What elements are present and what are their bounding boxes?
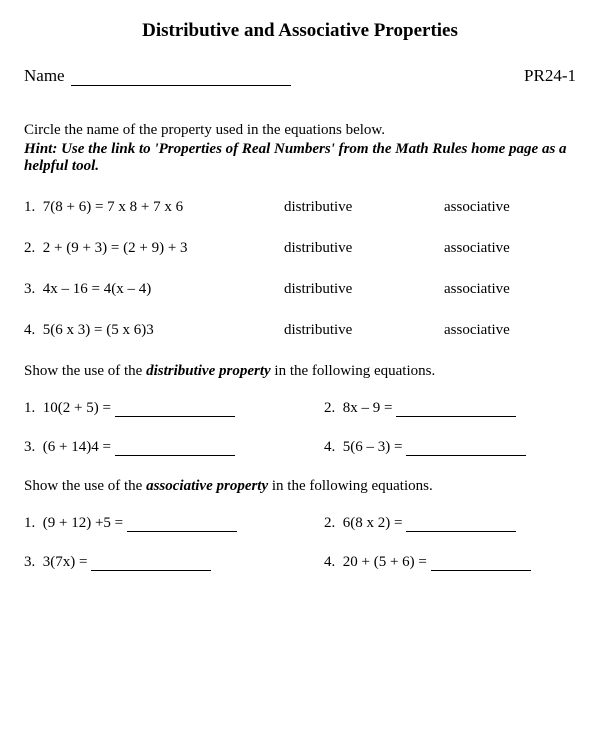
prompt-post: in the following equations.	[271, 363, 436, 379]
equation-text: (9 + 12) +5 =	[43, 515, 123, 532]
fill-item: 3. (6 + 14)4 =	[24, 439, 324, 456]
question-number: 1.	[24, 400, 35, 417]
fill-item: 3. 3(7x) =	[24, 554, 324, 571]
fill-row: 3. 3(7x) = 4. 20 + (5 + 6) =	[24, 554, 576, 571]
fill-item: 2. 6(8 x 2) =	[324, 515, 516, 532]
equation-text: 6(8 x 2) =	[343, 515, 403, 532]
question-number: 2.	[324, 400, 335, 417]
instructions-text: Circle the name of the property used in …	[24, 122, 576, 139]
question-number: 1.	[24, 515, 35, 532]
choice-distributive[interactable]: distributive	[284, 240, 444, 257]
hint-text: Hint: Use the link to 'Properties of Rea…	[24, 141, 576, 175]
answer-blank[interactable]	[115, 455, 235, 456]
choice-distributive[interactable]: distributive	[284, 281, 444, 298]
question-equation: 3. 4x – 16 = 4(x – 4)	[24, 281, 284, 298]
question-equation: 2. 2 + (9 + 3) = (2 + 9) + 3	[24, 240, 284, 257]
question-equation: 4. 5(6 x 3) = (5 x 6)3	[24, 322, 284, 339]
fill-row: 3. (6 + 14)4 = 4. 5(6 – 3) =	[24, 439, 576, 456]
equation-text: 4x – 16 = 4(x – 4)	[43, 281, 151, 297]
answer-blank[interactable]	[431, 570, 531, 571]
answer-blank[interactable]	[406, 455, 526, 456]
fill-row: 1. (9 + 12) +5 = 2. 6(8 x 2) =	[24, 515, 576, 532]
worksheet-code: PR24-1	[524, 66, 576, 86]
name-row: Name PR24-1	[24, 66, 576, 86]
question-row: 3. 4x – 16 = 4(x – 4) distributive assoc…	[24, 281, 576, 298]
question-equation: 1. 7(8 + 6) = 7 x 8 + 7 x 6	[24, 199, 284, 216]
equation-text: (6 + 14)4 =	[43, 439, 111, 456]
fill-item: 4. 5(6 – 3) =	[324, 439, 526, 456]
fill-row: 1. 10(2 + 5) = 2. 8x – 9 =	[24, 400, 576, 417]
question-row: 2. 2 + (9 + 3) = (2 + 9) + 3 distributiv…	[24, 240, 576, 257]
page-title: Distributive and Associative Properties	[24, 20, 576, 42]
question-number: 4.	[24, 322, 35, 338]
choice-distributive[interactable]: distributive	[284, 322, 444, 339]
section3-prompt: Show the use of the associative property…	[24, 478, 576, 495]
question-number: 3.	[24, 281, 35, 297]
equation-text: 5(6 – 3) =	[343, 439, 403, 456]
equation-text: 20 + (5 + 6) =	[343, 554, 427, 571]
prompt-emph: distributive property	[146, 363, 271, 379]
question-number: 4.	[324, 554, 335, 571]
equation-text: 3(7x) =	[43, 554, 88, 571]
equation-text: 2 + (9 + 3) = (2 + 9) + 3	[43, 240, 188, 256]
equation-text: 8x – 9 =	[343, 400, 393, 417]
name-field: Name	[24, 66, 291, 86]
equation-text: 7(8 + 6) = 7 x 8 + 7 x 6	[43, 199, 183, 215]
equation-text: 5(6 x 3) = (5 x 6)3	[43, 322, 154, 338]
question-row: 4. 5(6 x 3) = (5 x 6)3 distributive asso…	[24, 322, 576, 339]
answer-blank[interactable]	[127, 531, 237, 532]
answer-blank[interactable]	[406, 531, 516, 532]
section2-prompt: Show the use of the distributive propert…	[24, 363, 576, 380]
fill-item: 1. (9 + 12) +5 =	[24, 515, 324, 532]
name-blank-line[interactable]	[71, 85, 291, 86]
prompt-pre: Show the use of the	[24, 363, 146, 379]
equation-text: 10(2 + 5) =	[43, 400, 111, 417]
fill-item: 2. 8x – 9 =	[324, 400, 516, 417]
question-number: 4.	[324, 439, 335, 456]
choice-associative[interactable]: associative	[444, 199, 510, 216]
fill-item: 1. 10(2 + 5) =	[24, 400, 324, 417]
question-row: 1. 7(8 + 6) = 7 x 8 + 7 x 6 distributive…	[24, 199, 576, 216]
question-number: 3.	[24, 554, 35, 571]
question-number: 2.	[324, 515, 335, 532]
prompt-pre: Show the use of the	[24, 478, 146, 494]
name-label: Name	[24, 66, 65, 86]
prompt-emph: associative property	[146, 478, 268, 494]
answer-blank[interactable]	[396, 416, 516, 417]
choice-associative[interactable]: associative	[444, 322, 510, 339]
question-number: 3.	[24, 439, 35, 456]
answer-blank[interactable]	[91, 570, 211, 571]
fill-item: 4. 20 + (5 + 6) =	[324, 554, 531, 571]
choice-associative[interactable]: associative	[444, 240, 510, 257]
question-number: 1.	[24, 199, 35, 215]
answer-blank[interactable]	[115, 416, 235, 417]
prompt-post: in the following equations.	[268, 478, 433, 494]
choice-distributive[interactable]: distributive	[284, 199, 444, 216]
question-number: 2.	[24, 240, 35, 256]
choice-associative[interactable]: associative	[444, 281, 510, 298]
